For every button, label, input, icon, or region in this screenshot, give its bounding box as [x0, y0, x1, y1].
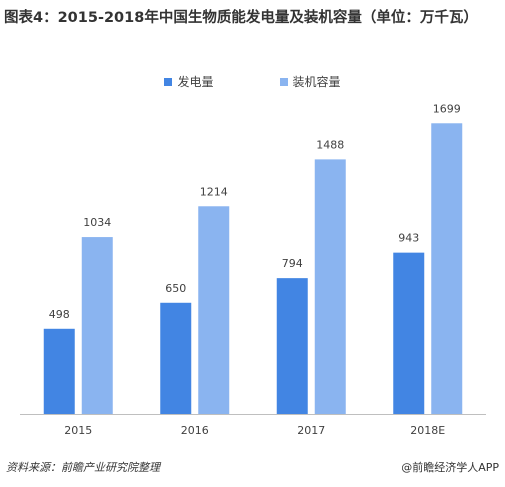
bar-generation-2015: [43, 328, 75, 414]
legend-item-generation: 发电量: [164, 73, 214, 90]
data-label-generation-2018E: 943: [398, 232, 419, 245]
data-label-generation-2017: 794: [282, 257, 303, 270]
legend-label-generation: 发电量: [177, 75, 214, 89]
chart-title: 图表4：2015-2018年中国生物质能发电量及装机容量（单位：万千瓦）: [4, 10, 478, 26]
bar-generation-2017: [276, 278, 308, 414]
legend-swatch-generation: [164, 77, 173, 86]
bar-capacity-2016: [198, 206, 230, 414]
bar-capacity-2015: [81, 237, 113, 414]
legend-swatch-capacity: [279, 77, 288, 86]
x-tick-label-2017: 2017: [297, 424, 325, 437]
data-label-capacity-2017: 1488: [316, 138, 344, 151]
bar-generation-2016: [160, 302, 192, 414]
legend-item-capacity: 装机容量: [279, 73, 341, 90]
data-label-capacity-2015: 1034: [83, 216, 111, 229]
brand-note: @前瞻经济学人APP: [401, 461, 499, 474]
legend: 发电量 装机容量: [0, 73, 505, 90]
data-label-generation-2015: 498: [49, 308, 70, 321]
x-tick-label-2015: 2015: [64, 424, 92, 437]
x-tick-label-2016: 2016: [181, 424, 209, 437]
source-note: 资料来源：前瞻产业研究院整理: [6, 461, 160, 474]
data-label-generation-2016: 650: [165, 282, 186, 295]
data-label-capacity-2018E: 1699: [433, 102, 461, 115]
x-tick-label-2018E: 2018E: [410, 424, 445, 437]
legend-label-capacity: 装机容量: [292, 75, 341, 89]
bar-generation-2018E: [393, 252, 425, 414]
data-label-capacity-2016: 1214: [200, 185, 228, 198]
bar-capacity-2017: [314, 159, 346, 414]
footer: 资料来源：前瞻产业研究院整理 @前瞻经济学人APP: [6, 459, 499, 475]
bar-capacity-2018E: [431, 123, 463, 414]
